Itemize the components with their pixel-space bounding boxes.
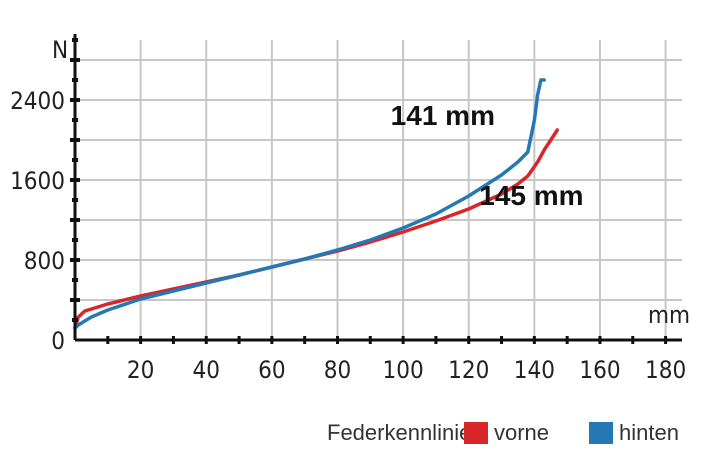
y-tick-label: 2400 <box>10 87 65 115</box>
legend-title: Federkennlinien: <box>327 420 490 445</box>
legend-swatch-hinten <box>589 422 613 444</box>
chart-tick-labels: 20 40 60 80 100 120 140 160 180 0 800 1600 2400 <box>10 87 686 384</box>
chart-grid <box>75 40 682 340</box>
x-tick-label: 180 <box>645 356 686 384</box>
x-tick-label: 120 <box>448 356 489 384</box>
x-tick-label: 40 <box>193 356 220 384</box>
y-axis-label: N <box>52 36 68 64</box>
x-tick-label: 20 <box>127 356 154 384</box>
x-tick-label: 140 <box>514 356 555 384</box>
x-tick-label: 160 <box>579 356 620 384</box>
annotation-label: 141 mm <box>391 100 495 131</box>
legend-swatch-vorne <box>464 422 488 444</box>
chart-legend: Federkennlinien: vorne hinten <box>327 420 679 445</box>
y-tick-label: 1600 <box>10 167 65 195</box>
x-tick-label: 60 <box>258 356 285 384</box>
x-axis-label: mm <box>648 301 690 329</box>
annotation-label: 145 mm <box>479 180 583 211</box>
chart-axes <box>73 34 682 342</box>
x-tick-label: 100 <box>383 356 424 384</box>
chart-series-group <box>73 78 560 330</box>
y-tick-label: 800 <box>24 247 65 275</box>
series-line-hinten <box>73 78 546 330</box>
chart-ticks <box>70 38 668 344</box>
legend-label-vorne: vorne <box>494 420 549 445</box>
legend-label-hinten: hinten <box>619 420 679 445</box>
x-tick-label: 80 <box>324 356 351 384</box>
y-tick-label: 0 <box>51 327 65 355</box>
chart-annotations: 141 mm 145 mm <box>391 100 584 211</box>
